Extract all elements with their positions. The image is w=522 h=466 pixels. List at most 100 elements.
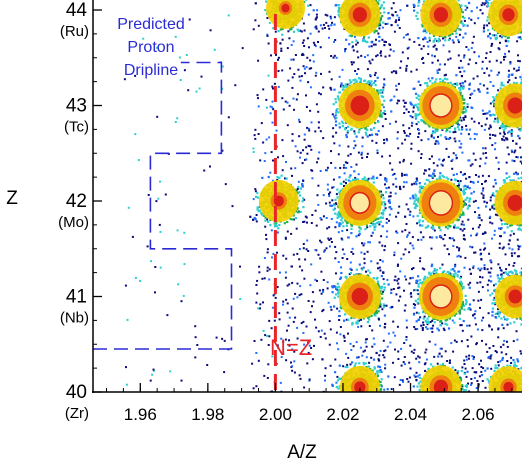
event-dot [319, 217, 322, 220]
event-dot [471, 367, 474, 370]
event-dot [424, 351, 427, 354]
event-dot [282, 155, 285, 158]
event-dot [476, 380, 479, 382]
event-dot [433, 55, 436, 58]
event-dot [456, 371, 459, 374]
event-dot [288, 283, 291, 286]
event-dot [416, 289, 419, 292]
event-dot [513, 252, 516, 255]
event-dot [432, 45, 435, 48]
event-dot [296, 93, 299, 96]
event-dot [378, 241, 381, 244]
event-dot [356, 73, 358, 75]
event-dot [360, 54, 363, 57]
event-dot [195, 90, 198, 93]
event-dot [396, 325, 399, 328]
event-dot [407, 57, 409, 60]
event-dot [326, 287, 329, 290]
event-dot [507, 131, 509, 134]
event-dot [417, 132, 421, 135]
event-dot [200, 75, 203, 78]
event-dot [379, 269, 382, 272]
event-dot [335, 56, 338, 59]
event-dot [392, 331, 395, 334]
event-dot [470, 106, 473, 109]
event-dot [367, 80, 371, 83]
event-dot [324, 379, 326, 382]
event-dot [486, 19, 489, 22]
event-dot [158, 223, 161, 226]
event-dot [460, 223, 463, 226]
event-dot [292, 218, 295, 221]
event-dot [363, 262, 366, 265]
event-dot [481, 276, 484, 279]
event-dot [308, 344, 311, 347]
event-dot [342, 365, 345, 368]
event-dot [373, 31, 376, 34]
event-dot [478, 363, 481, 366]
event-dot [317, 253, 320, 256]
event-dot [185, 54, 188, 56]
event-dot [472, 77, 475, 80]
event-dot [367, 241, 370, 244]
event-dot [378, 266, 381, 269]
event-dot [399, 295, 402, 298]
event-dot [330, 237, 332, 240]
event-dot [448, 237, 451, 239]
event-dot [338, 91, 341, 94]
event-dot [281, 33, 284, 36]
event-dot [321, 358, 324, 361]
event-dot [286, 329, 288, 332]
event-dot [257, 59, 260, 62]
event-dot [503, 131, 506, 134]
event-dot [496, 73, 499, 76]
event-dot [292, 40, 295, 43]
event-dot [277, 85, 280, 88]
event-dot [390, 7, 393, 10]
event-dot [443, 63, 446, 66]
event-dot [372, 43, 375, 46]
event-dot [271, 121, 274, 124]
event-dot [413, 374, 416, 377]
event-dot [499, 266, 501, 269]
event-dot [296, 326, 299, 329]
isotope-cluster [482, 0, 522, 47]
event-dot [361, 156, 364, 159]
event-dot [326, 183, 329, 186]
event-dot [272, 87, 274, 90]
event-dot [425, 348, 428, 351]
event-dot [507, 153, 510, 156]
event-dot [305, 158, 308, 161]
event-dot [386, 22, 389, 25]
event-dot [317, 41, 319, 43]
event-dot [481, 60, 484, 63]
event-dot [487, 356, 490, 358]
event-dot [293, 108, 295, 111]
event-dot [490, 267, 493, 270]
event-dot [462, 85, 465, 88]
event-dot [314, 318, 316, 321]
event-dot [324, 26, 326, 29]
event-dot [307, 351, 310, 354]
event-dot [362, 38, 365, 42]
event-dot [347, 125, 350, 128]
event-dot [440, 236, 443, 239]
event-dot [272, 252, 275, 255]
event-dot [311, 358, 314, 361]
event-dot [498, 242, 501, 245]
event-dot [123, 78, 126, 81]
event-dot [333, 23, 336, 26]
event-dot [365, 270, 367, 273]
event-dot [156, 115, 159, 118]
event-dot [298, 135, 301, 138]
event-dot [470, 10, 473, 13]
event-dot [383, 142, 386, 145]
event-dot [381, 15, 384, 18]
event-dot [320, 270, 323, 273]
event-dot [234, 84, 237, 87]
event-dot [397, 350, 400, 353]
event-dot [324, 367, 327, 370]
event-dot [518, 245, 520, 248]
event-dot [420, 139, 423, 142]
event-dot [180, 379, 183, 382]
